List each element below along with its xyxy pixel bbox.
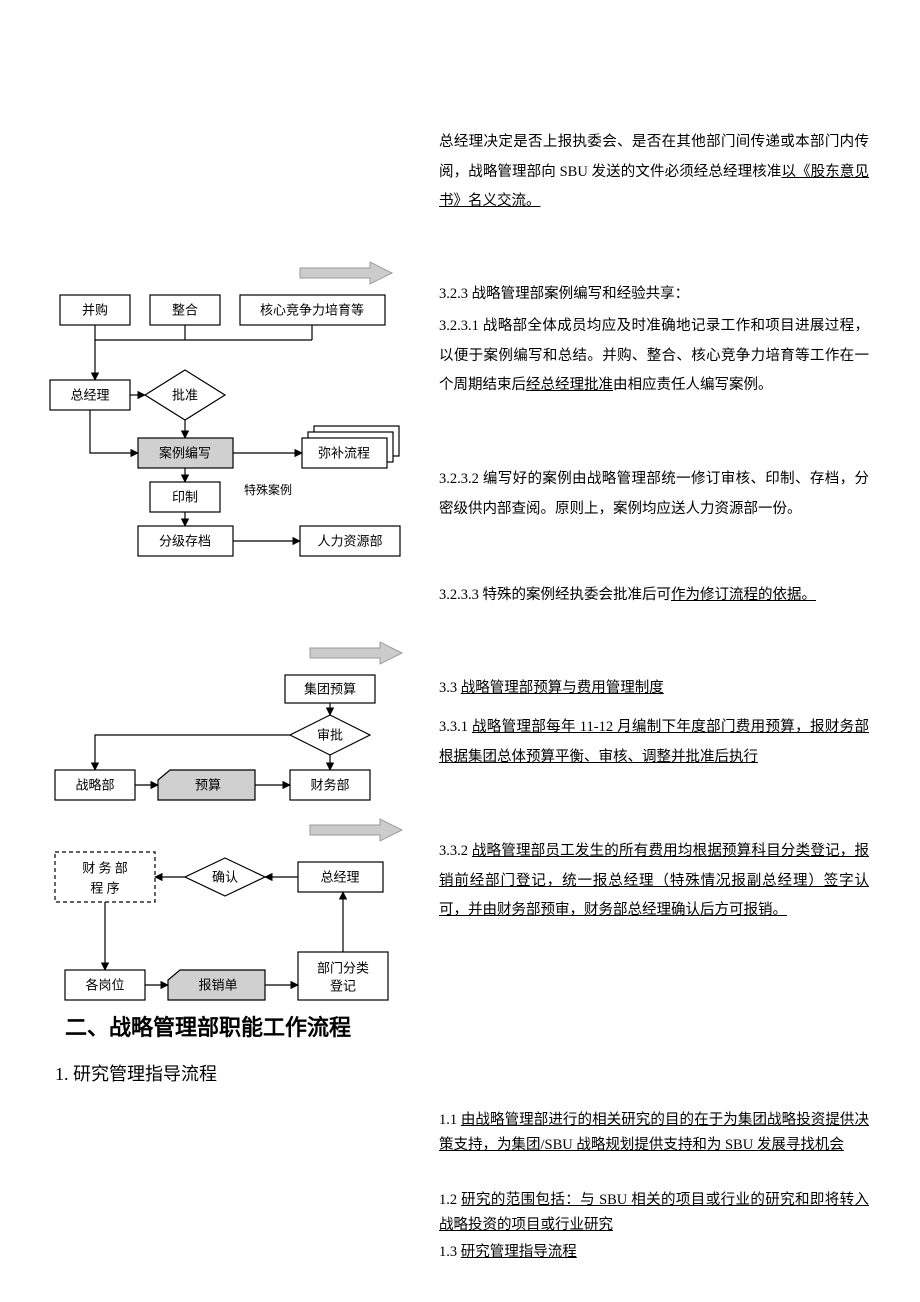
para-3-2-2-cont: 总经理决定是否上报执委会、是否在其他部门间传递或本部门内传阅，战略管理部向 SB… [439, 128, 869, 217]
text-underline: 由战略管理部进行的相关研究的目的在于为集团战略投资提供决策支持，为集团/SBU … [439, 1112, 869, 1153]
text: 3.2.3 战略管理部案例编写和经验共享： [439, 280, 869, 310]
para-1-2: 1.2 研究的范围包括：与 SBU 相关的项目或行业的研究和即将转入战略投资的项… [439, 1188, 869, 1237]
node-fenji: 分级存档 [159, 534, 211, 549]
para-1-3: 1.3 研究管理指导流程 [439, 1240, 869, 1265]
text-underline: 战略管理部每年 11-12 月编制下年度部门费用预算，报财务部根据集团总体预算平… [439, 719, 869, 765]
node-bumen2: 登记 [330, 979, 356, 994]
node-zongjl: 总经理 [320, 870, 359, 885]
para-3-3: 3.3 战略管理部预算与费用管理制度 [439, 674, 869, 704]
node-yusuan: 预算 [195, 778, 221, 793]
para-3-2-3-2: 3.2.3.2 编写好的案例由战略管理部统一修订审核、印制、存档，分密级供内部查… [439, 465, 869, 524]
para-3-3-1: 3.3.1 战略管理部每年 11-12 月编制下年度部门费用预算，报财务部根据集… [439, 713, 869, 772]
text-underline: 战略管理部预算与费用管理制度 [461, 680, 664, 696]
node-shenpi: 审批 [317, 728, 343, 743]
node-hexin: 核心竞争力培育等 [260, 303, 364, 318]
node-yinzhi: 印制 [172, 490, 198, 505]
node-mibu: 弥补流程 [318, 446, 370, 461]
para-3-2-3-1: 3.2.3.1 战略部全体成员均应及时准确地记录工作和项目进展过程，以便于案例编… [439, 312, 869, 401]
para-1-1: 1.1 由战略管理部进行的相关研究的目的在于为集团战略投资提供决策支持，为集团/… [439, 1108, 869, 1157]
text-underline: 作为修订流程的依据。 [671, 587, 816, 603]
text: 由相应责任人编写案例。 [613, 377, 773, 393]
text: 3.3 [439, 680, 461, 696]
node-baoxiao: 报销单 [198, 978, 237, 993]
node-bumen1: 部门分类 [317, 961, 369, 976]
label-teshu: 特殊案例 [244, 482, 292, 497]
text: 3.2.3.2 编写好的案例由战略管理部统一修订审核、印制、存档，分密级供内部查… [439, 465, 869, 524]
text: 1.2 [439, 1192, 461, 1208]
node-anli: 案例编写 [159, 446, 211, 461]
node-chengxu: 程 序 [90, 881, 119, 896]
text: 3.3.1 [439, 719, 472, 735]
node-zongjingli: 总经理 [70, 388, 109, 403]
text-underline: 经总经理批准 [526, 377, 613, 393]
flowchart-budget-expense: 集团预算 审批 战略部 预算 财务部 财 务 部 程 序 [40, 640, 435, 1020]
text-underline: 研究的范围包括：与 SBU 相关的项目或行业的研究和即将转入战略投资的项目或行业… [439, 1192, 869, 1233]
node-caiwubu: 财 务 部 [82, 861, 128, 876]
node-renli: 人力资源部 [317, 534, 382, 549]
flowchart-case-writing: 并购 整合 核心竞争力培育等 总经理 批准 案例编写 印制 [40, 260, 435, 580]
text-underline: 研究管理指导流程 [461, 1244, 577, 1260]
text: 1.3 [439, 1244, 461, 1260]
node-queren: 确认 [212, 870, 238, 885]
node-jituan: 集团预算 [304, 682, 356, 697]
heading-1: 1. 研究管理指导流程 [55, 1060, 217, 1086]
text: 3.3.2 [439, 843, 472, 859]
text: 3.2.3.3 特殊的案例经执委会批准后可 [439, 587, 671, 603]
para-3-3-2: 3.3.2 战略管理部员工发生的所有费用均根据预算科目分类登记，报销前经部门登记… [439, 837, 869, 926]
node-gegang: 各岗位 [85, 978, 124, 993]
para-3-2-3: 3.2.3 战略管理部案例编写和经验共享： [439, 280, 869, 310]
node-pizhun: 批准 [172, 388, 198, 403]
text: 1.1 [439, 1112, 461, 1128]
para-3-2-3-3: 3.2.3.3 特殊的案例经执委会批准后可作为修订流程的依据。 [439, 581, 869, 611]
node-binggou: 并购 [82, 303, 108, 318]
node-zhenghe: 整合 [172, 303, 198, 318]
node-caiwu: 财务部 [310, 778, 349, 793]
text-underline: 战略管理部员工发生的所有费用均根据预算科目分类登记，报销前经部门登记，统一报总经… [439, 843, 869, 918]
node-zhanlue: 战略部 [75, 778, 114, 793]
